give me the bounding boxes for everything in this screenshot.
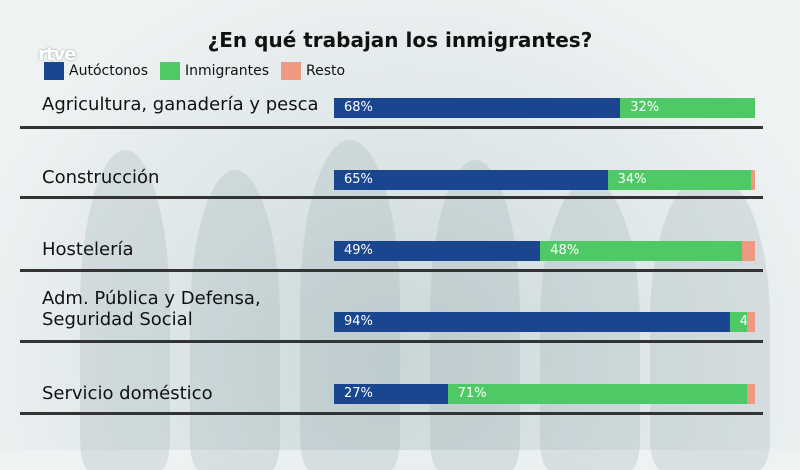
- bar-segment-resto: [742, 241, 755, 261]
- bar-segment-inmigrantes: 4%: [729, 312, 747, 332]
- bar-segment-inmigrantes: 32%: [620, 98, 755, 118]
- bar-segment-resto: [746, 384, 755, 404]
- bar-segment-autóctonos: 94%: [334, 312, 730, 332]
- bar-segment-autóctonos: 49%: [334, 241, 541, 261]
- category-label: Construcción: [42, 167, 160, 188]
- row-divider: [20, 269, 763, 272]
- bar-segment-inmigrantes: 48%: [540, 241, 743, 261]
- category-label: Hostelería: [42, 239, 134, 260]
- bar-segment-autóctonos: 68%: [334, 98, 621, 118]
- bar-segment-autóctonos: 65%: [334, 170, 608, 190]
- background-figure: [80, 150, 170, 470]
- category-label: Servicio doméstico: [42, 383, 213, 404]
- category-label: Agricultura, ganadería y pesca: [42, 94, 319, 115]
- category-label: Adm. Pública y Defensa, Seguridad Social: [42, 288, 261, 330]
- row-divider: [20, 196, 763, 199]
- legend-label: Resto: [306, 63, 346, 79]
- stacked-bar: 68% 32%: [334, 98, 755, 118]
- stacked-bar: 49% 48%: [334, 241, 755, 261]
- background-figure: [300, 140, 400, 470]
- bar-segment-autóctonos: 27%: [334, 384, 448, 404]
- bar-segment-resto: [750, 170, 755, 190]
- row-divider: [20, 340, 763, 343]
- legend-label: Autóctonos: [69, 63, 148, 79]
- row-divider: [20, 126, 763, 129]
- legend-label: Inmigrantes: [185, 63, 270, 79]
- rtve-logo: rtve: [38, 44, 76, 65]
- legend: Autóctonos Inmigrantes Resto: [44, 62, 357, 80]
- legend-swatch: [160, 62, 180, 80]
- stacked-bar: 27% 71%: [334, 384, 755, 404]
- stacked-bar: 65% 34%: [334, 170, 755, 190]
- legend-swatch: [44, 62, 64, 80]
- background-figure: [190, 170, 280, 470]
- bar-segment-inmigrantes: 34%: [607, 170, 751, 190]
- stacked-bar: 94%4%: [334, 312, 755, 332]
- bar-segment-inmigrantes: 71%: [447, 384, 747, 404]
- legend-swatch: [281, 62, 302, 80]
- chart-title: ¿En qué trabajan los inmigrantes?: [207, 28, 593, 52]
- row-divider: [20, 412, 763, 415]
- bar-segment-resto: [746, 312, 755, 332]
